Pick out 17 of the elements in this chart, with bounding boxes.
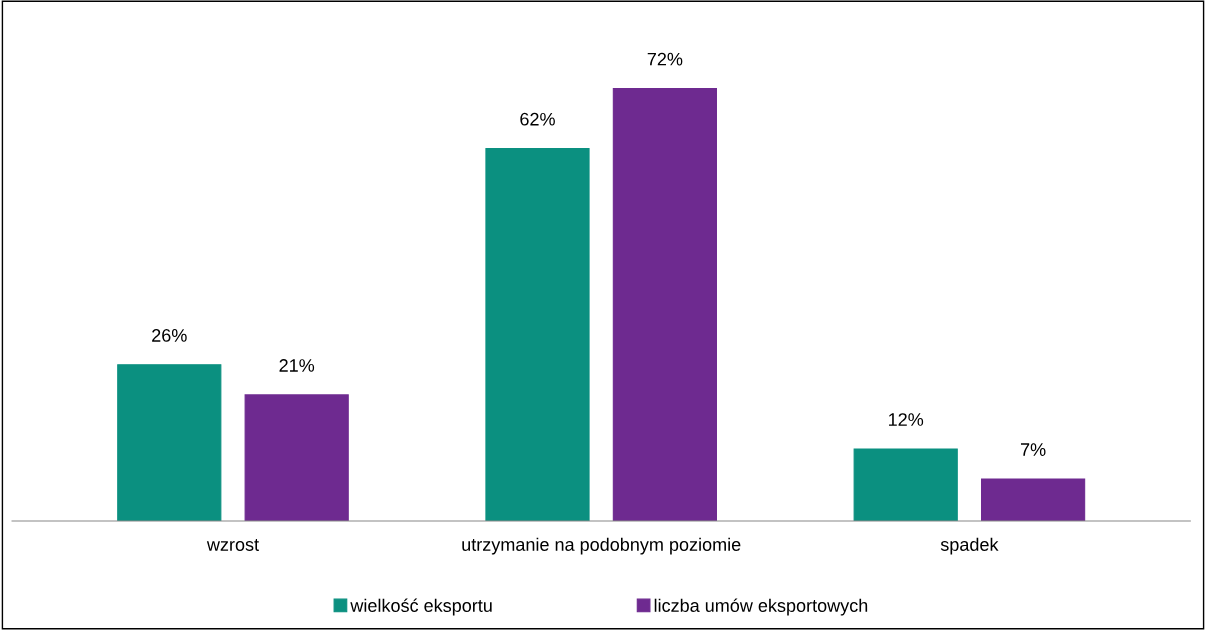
data-label: 12%: [889, 413, 924, 426]
data-label: 62%: [520, 112, 555, 126]
bar: [980, 478, 1086, 522]
bar: [853, 448, 958, 522]
data-label: 26%: [152, 329, 187, 342]
bar: [612, 87, 717, 522]
legend-label: liczba umów eksportowych: [654, 598, 868, 616]
x-tick-label: utrzymanie na podobnym poziomie: [462, 537, 741, 555]
bar: [244, 394, 349, 522]
data-label: 72%: [647, 52, 683, 66]
data-label: 21%: [279, 359, 315, 372]
x-tick-label: wzrost: [206, 539, 259, 551]
x-tick-label: spadek: [940, 537, 999, 555]
bar: [485, 148, 590, 522]
bar: [117, 364, 222, 522]
data-label: 7%: [1020, 443, 1046, 456]
legend-label: wielkość eksportu: [350, 598, 492, 616]
